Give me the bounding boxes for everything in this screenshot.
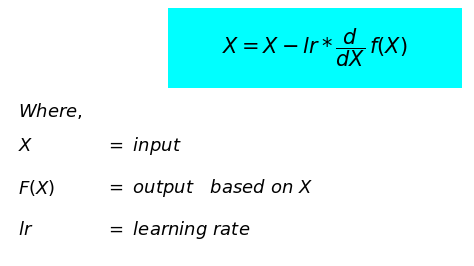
- Text: $=\ input$: $=\ input$: [105, 135, 182, 157]
- FancyBboxPatch shape: [168, 8, 462, 88]
- Text: $lr$: $lr$: [18, 221, 33, 239]
- Text: $Where,$: $Where,$: [18, 101, 83, 121]
- Text: $=\ output\quad based\ on\ X$: $=\ output\quad based\ on\ X$: [105, 177, 313, 199]
- Text: $=\ learning\ rate$: $=\ learning\ rate$: [105, 219, 250, 241]
- Text: $X$: $X$: [18, 137, 34, 155]
- Text: $F(X)$: $F(X)$: [18, 178, 55, 198]
- Text: $X = X - lr * \dfrac{d}{dX}\, f(X)$: $X = X - lr * \dfrac{d}{dX}\, f(X)$: [222, 27, 408, 69]
